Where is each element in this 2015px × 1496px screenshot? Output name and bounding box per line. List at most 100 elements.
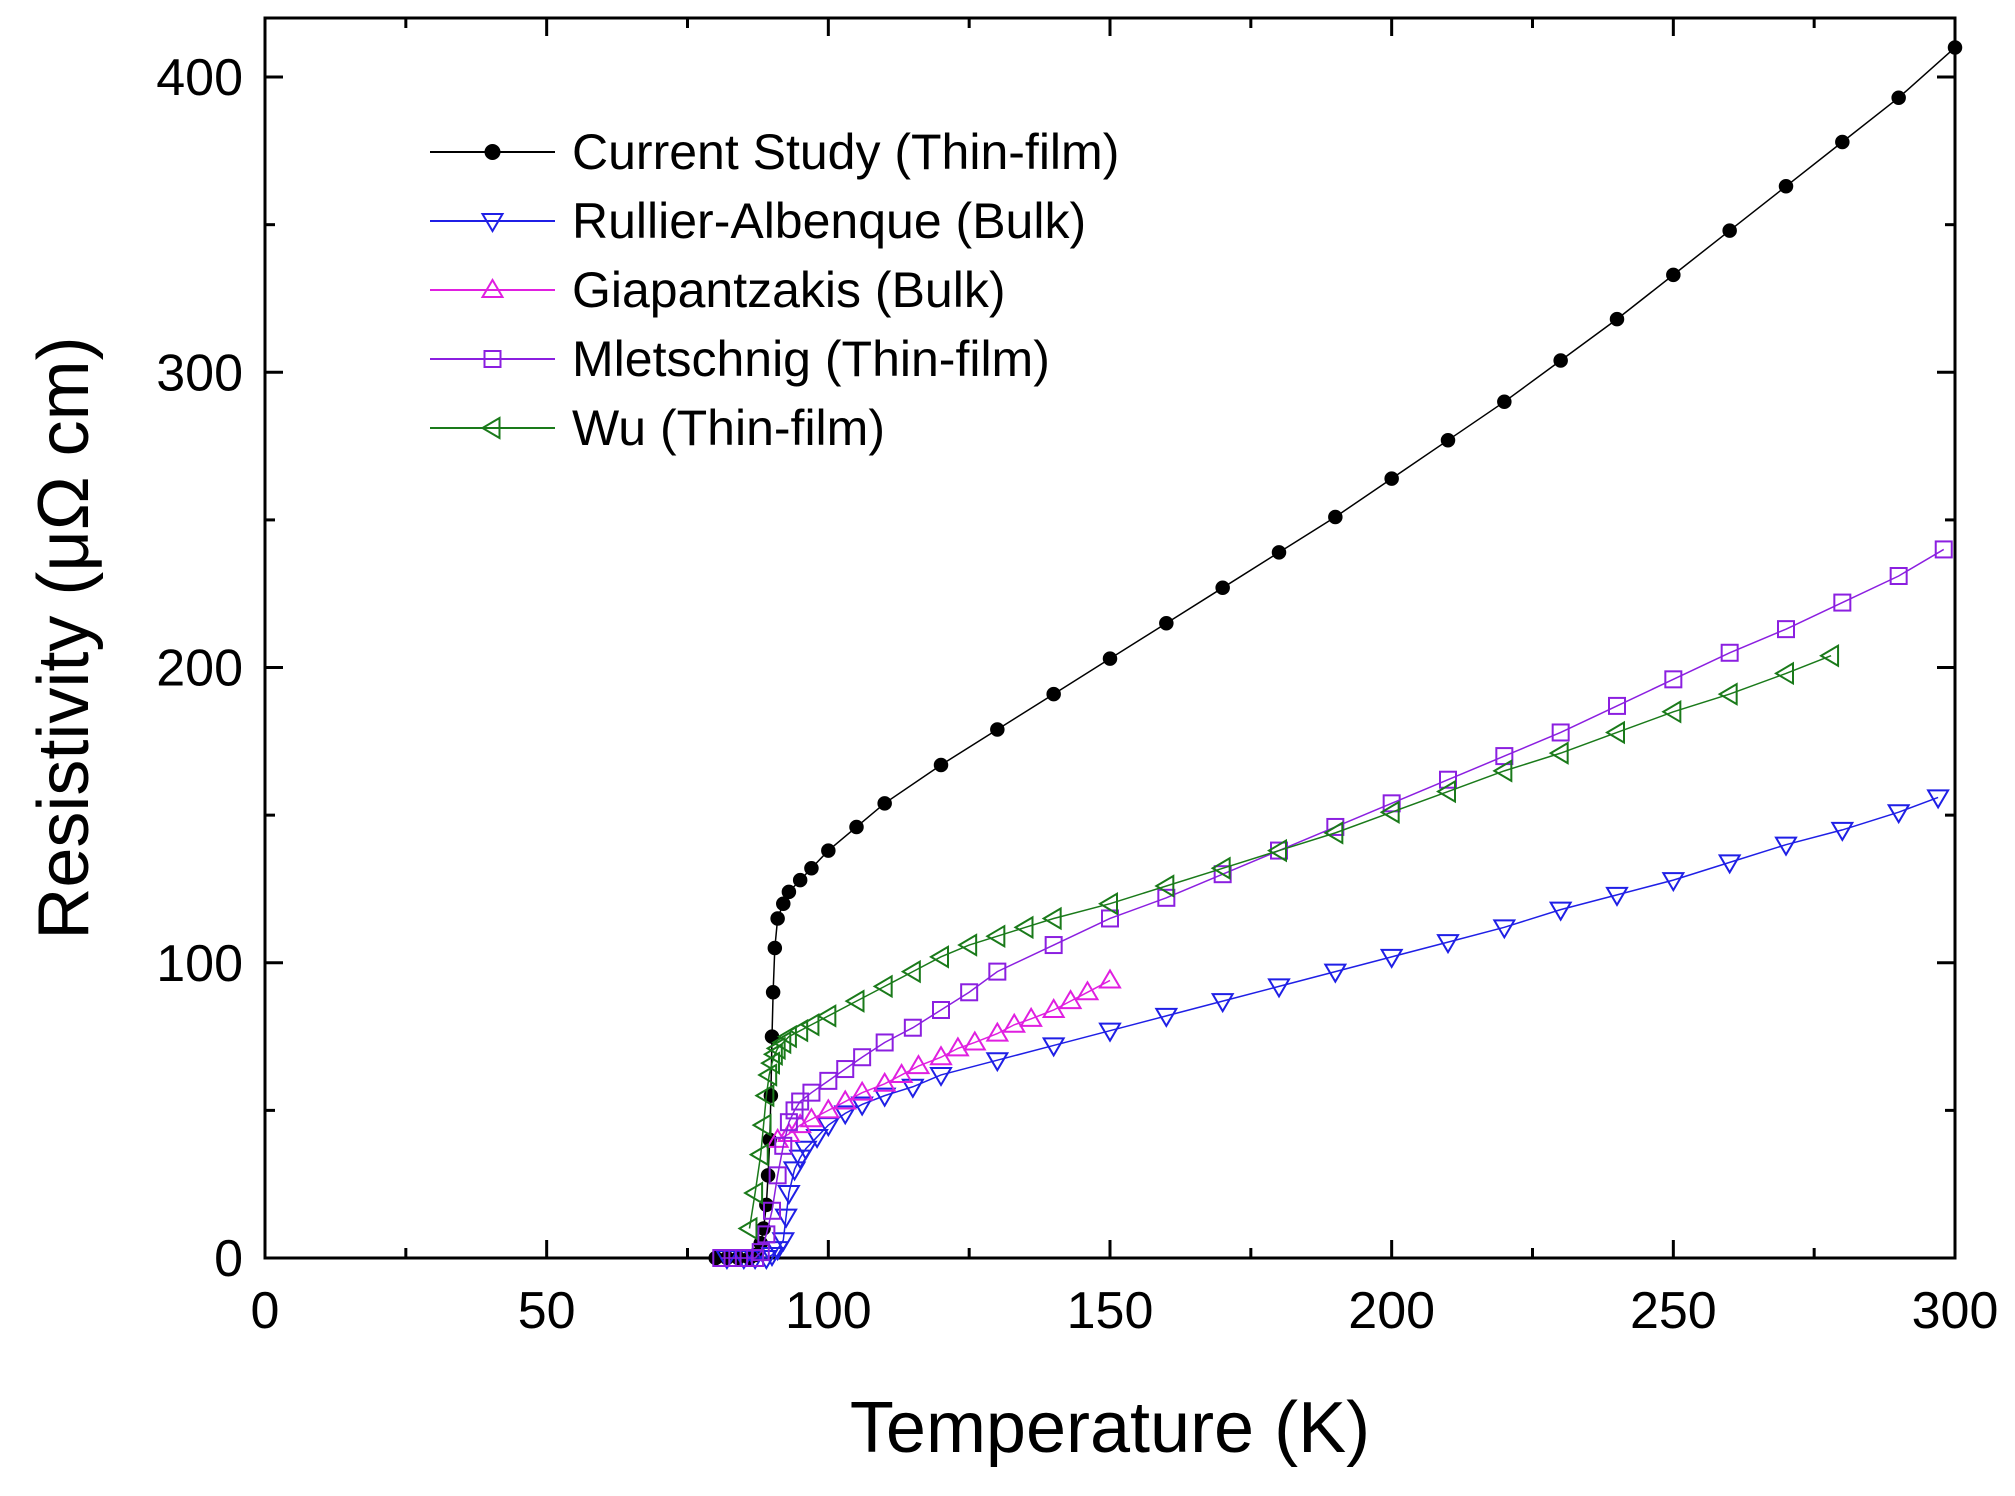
data-point (1098, 1022, 1122, 1043)
data-point (985, 924, 1006, 948)
data-point (960, 983, 979, 1002)
data-point (765, 985, 781, 1000)
data-point (743, 1181, 764, 1205)
data-point (1661, 872, 1686, 893)
data-point (1819, 643, 1840, 668)
data-point (1926, 789, 1950, 810)
data-point (1661, 700, 1682, 724)
data-point (1384, 471, 1399, 486)
data-point (990, 722, 1005, 737)
data-point (1323, 963, 1348, 984)
series-line (777, 979, 1111, 1141)
data-point (1605, 720, 1625, 745)
data-point (757, 1063, 778, 1087)
data-point (1019, 1006, 1043, 1027)
data-point (988, 962, 1007, 981)
data-point (771, 1232, 796, 1253)
data-point (1548, 741, 1569, 765)
data-point (804, 861, 819, 876)
data-point (1102, 651, 1118, 666)
data-point (1666, 267, 1681, 283)
data-point (1717, 682, 1738, 706)
data-point (751, 1113, 772, 1137)
x-axis-title: Temperature (K) (850, 1388, 1370, 1468)
data-point (1058, 989, 1083, 1010)
data-point (821, 843, 836, 858)
data-point (1608, 696, 1626, 715)
legend-marker (483, 350, 502, 368)
data-point (1267, 838, 1287, 863)
data-point (1440, 432, 1456, 448)
data-point (1830, 821, 1855, 842)
data-point (1551, 723, 1570, 742)
series-line (721, 548, 1945, 1259)
data-point (849, 819, 864, 835)
data-point (1210, 993, 1235, 1014)
data-point (746, 1249, 765, 1267)
data-point (1439, 770, 1457, 789)
data-point (1379, 948, 1404, 969)
data-point (957, 933, 978, 957)
legend-item: Mletschnig (Thin-film) (430, 331, 1050, 387)
data-point (1886, 804, 1911, 825)
data-point (751, 1243, 770, 1262)
data-point (776, 896, 791, 911)
plot-area-frame (263, 16, 1957, 1260)
data-point (1722, 223, 1737, 238)
data-point (1833, 593, 1852, 612)
data-point (1154, 874, 1175, 898)
data-point (946, 1036, 970, 1057)
y-tick-label: 100 (156, 935, 243, 993)
data-point (1013, 915, 1034, 940)
x-tick-label: 0 (251, 1282, 280, 1340)
data-point (1664, 670, 1683, 689)
data-point (933, 757, 949, 773)
data-point (932, 1001, 950, 1019)
data-point (1835, 134, 1850, 150)
data-point (1605, 886, 1629, 907)
data-point (768, 1166, 787, 1185)
data-point (1002, 1012, 1026, 1033)
data-point (816, 1098, 841, 1119)
data-point (1098, 891, 1118, 916)
data-point (1044, 936, 1063, 955)
data-point (802, 1083, 821, 1102)
data-point (774, 1136, 793, 1155)
y-axis-title: Resistivity (μΩ cm) (24, 336, 104, 939)
data-point (794, 1140, 818, 1161)
data-point (1075, 980, 1100, 1001)
data-point (901, 1078, 925, 1099)
data-point (1159, 615, 1174, 631)
data-point (929, 1066, 953, 1087)
legend-marker (480, 278, 505, 298)
data-point (853, 1048, 872, 1067)
data-point (1379, 800, 1400, 824)
data-point (929, 945, 949, 969)
data-point (1717, 854, 1742, 875)
data-point (929, 1045, 953, 1066)
data-point (1436, 934, 1460, 955)
data-point (1891, 90, 1906, 105)
data-point (1947, 40, 1963, 55)
data-point (777, 1185, 801, 1206)
data-point (779, 1113, 798, 1132)
data-point (836, 1060, 855, 1079)
data-point (1046, 686, 1061, 702)
y-tick-label: 200 (156, 640, 243, 698)
data-point (1553, 353, 1568, 368)
data-point (844, 989, 865, 1013)
data-point (1041, 998, 1066, 1018)
data-point (900, 959, 921, 984)
data-point (1157, 888, 1176, 907)
data-point (985, 1052, 1010, 1073)
data-point (1492, 919, 1517, 940)
series-layer (708, 40, 1963, 1270)
data-point (816, 1004, 837, 1028)
x-tick-label: 100 (785, 1282, 872, 1340)
data-point (985, 1021, 1010, 1042)
data-point (1609, 311, 1625, 327)
data-point (1548, 901, 1573, 922)
data-point (1215, 580, 1230, 596)
x-tick-label: 200 (1348, 1282, 1435, 1340)
